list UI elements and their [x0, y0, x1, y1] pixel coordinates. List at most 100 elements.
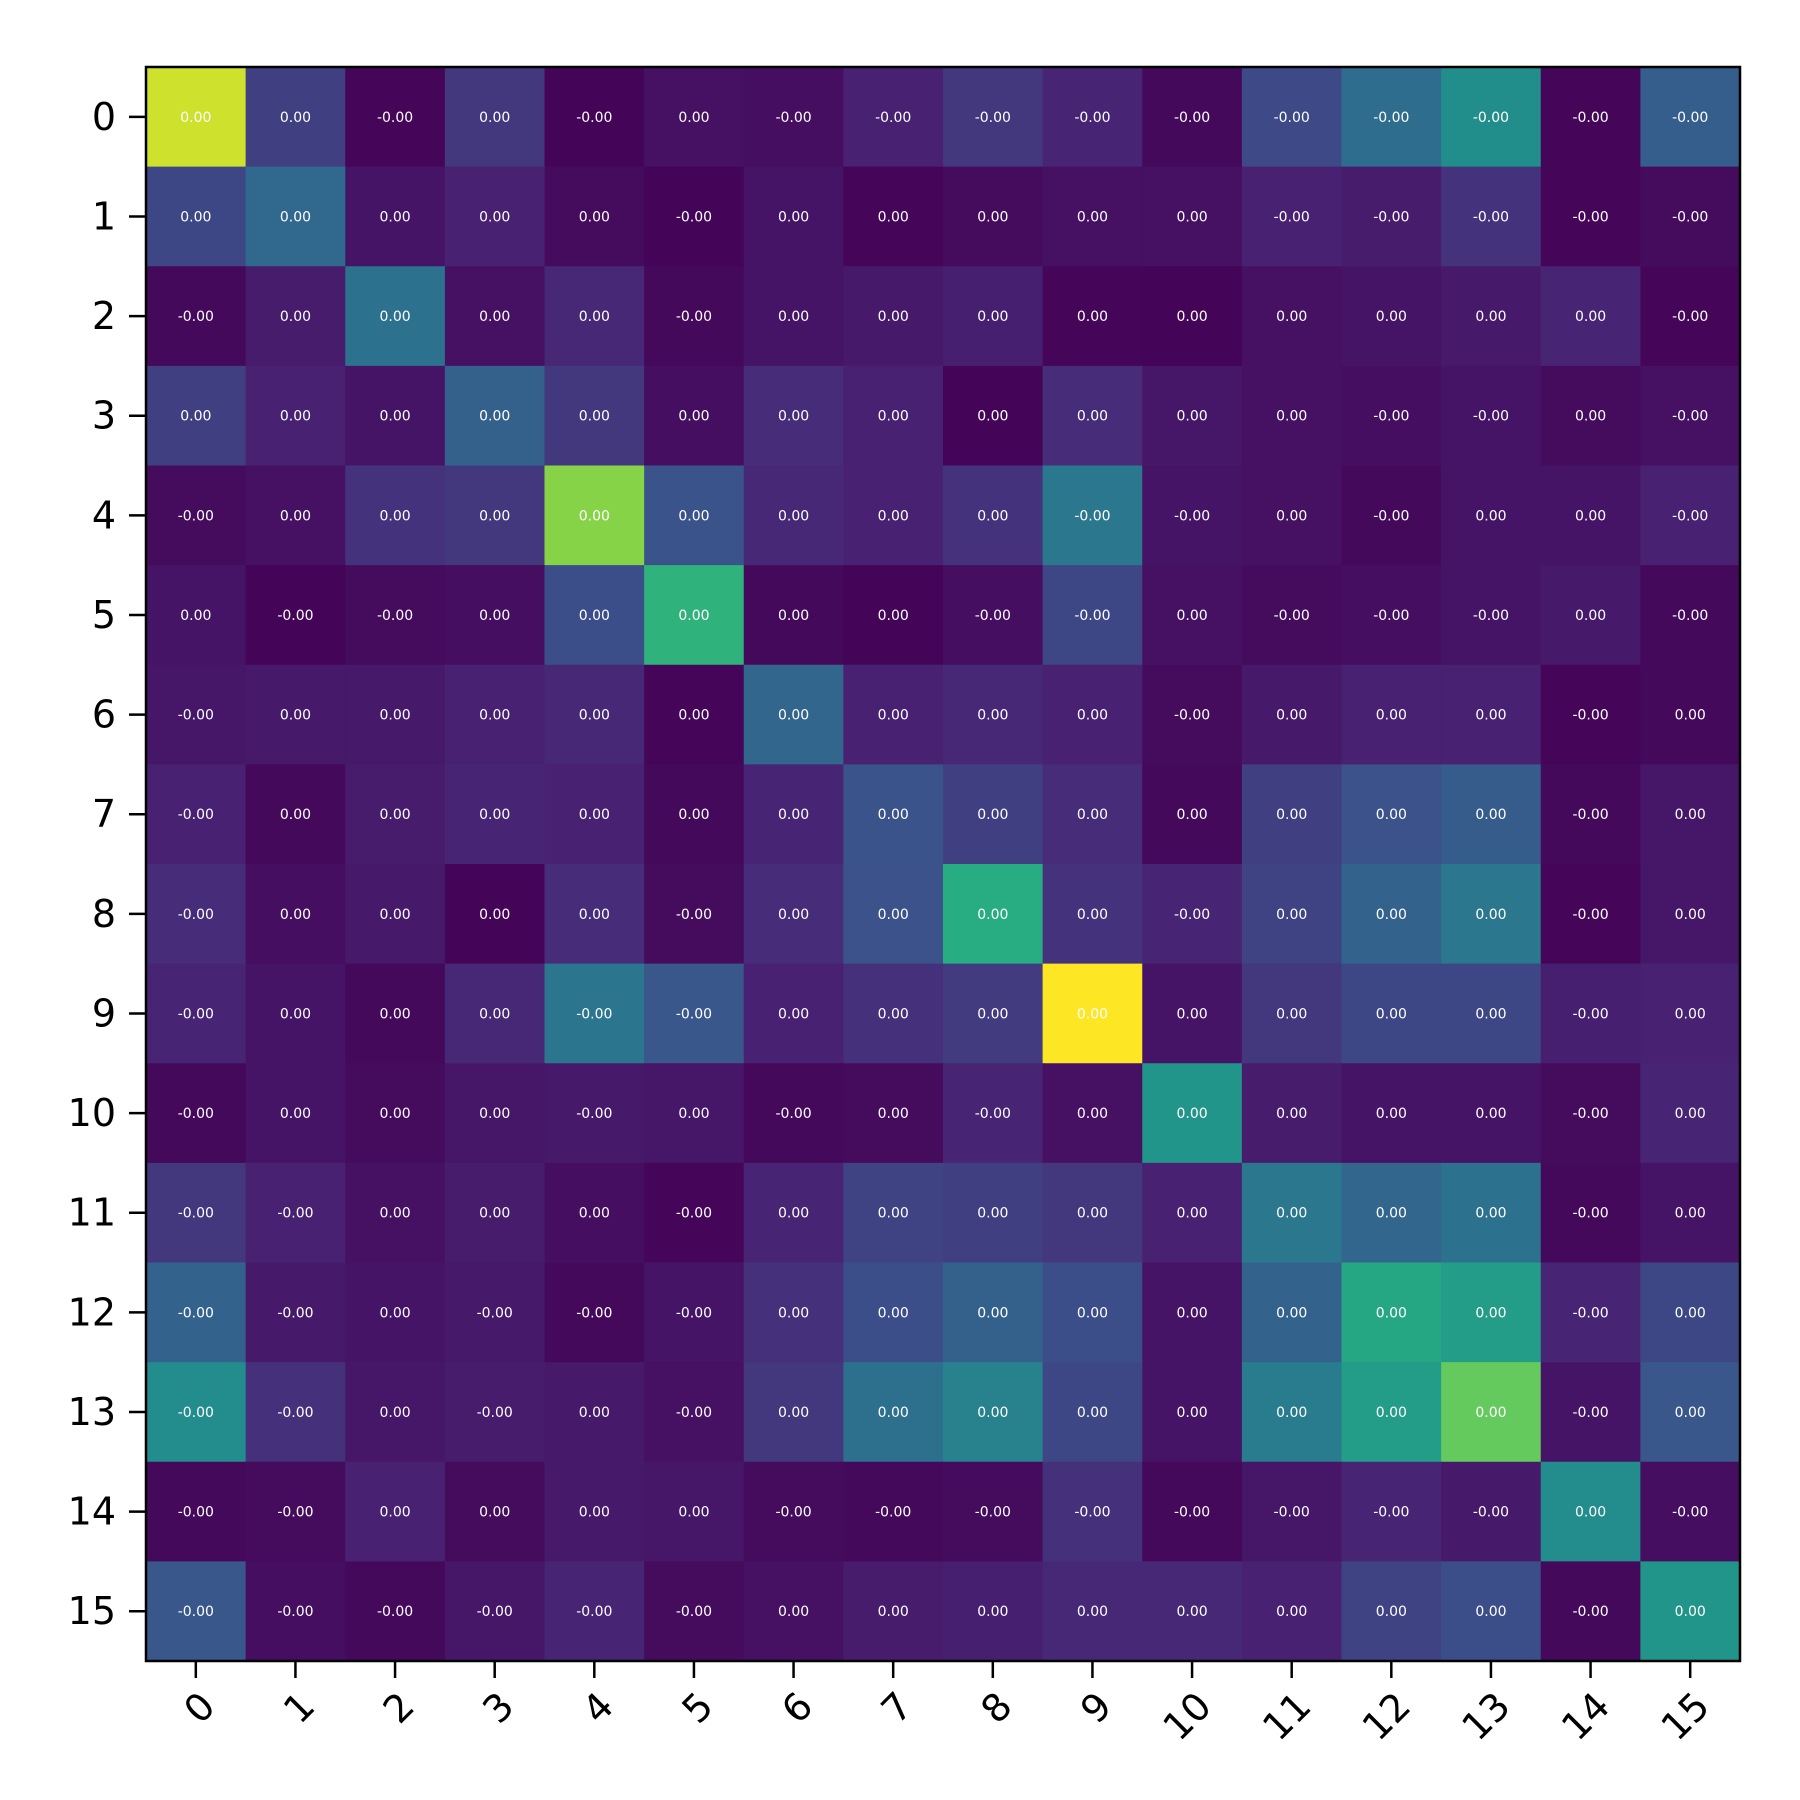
heatmap-cell-r13-c6 — [743, 1362, 844, 1463]
heatmap-cell-r14-c6 — [743, 1461, 844, 1562]
cell-label-r8-c14: -0.00 — [1572, 907, 1608, 923]
heatmap-cell-r4-c12 — [1341, 465, 1442, 566]
heatmap-cell-r0-c4 — [544, 67, 645, 168]
heatmap-cell-r5-c1 — [245, 565, 346, 666]
x-tick-label-11: 11 — [1254, 1684, 1319, 1749]
heatmap-cell-r3-c4 — [544, 365, 645, 467]
cell-label-r15-c6: 0.00 — [778, 1604, 809, 1620]
heatmap-cell-r5-c4 — [544, 565, 645, 666]
cell-label-r5-c11: -0.00 — [1274, 608, 1310, 624]
cell-label-r12-c4: -0.00 — [576, 1305, 612, 1321]
cell-label-r5-c12: -0.00 — [1373, 608, 1409, 624]
heatmap-cell-r1-c6 — [743, 166, 844, 267]
cell-label-r10-c10: 0.00 — [1176, 1106, 1207, 1122]
cell-label-r7-c1: 0.00 — [280, 807, 311, 823]
cell-label-r4-c1: 0.00 — [280, 508, 311, 524]
cell-label-r7-c3: 0.00 — [479, 807, 510, 823]
cell-label-r10-c12: 0.00 — [1376, 1106, 1407, 1122]
cell-label-r10-c9: 0.00 — [1077, 1106, 1108, 1122]
cell-label-r7-c11: 0.00 — [1276, 807, 1307, 823]
cell-label-r6-c7: 0.00 — [878, 708, 909, 724]
heatmap-cell-r11-c8 — [943, 1162, 1044, 1264]
cell-label-r1-c3: 0.00 — [479, 209, 510, 225]
cell-label-r15-c12: 0.00 — [1376, 1604, 1407, 1620]
cell-label-r7-c10: 0.00 — [1176, 807, 1207, 823]
heatmap-cell-r13-c2 — [345, 1362, 446, 1463]
heatmap-cell-r8-c8 — [943, 864, 1044, 965]
x-tick-label-15: 15 — [1653, 1684, 1718, 1749]
heatmap-cell-r3-c14 — [1540, 365, 1641, 467]
heatmap-cell-r10-c10 — [1142, 1063, 1243, 1164]
cell-label-r13-c13: 0.00 — [1475, 1405, 1506, 1421]
cell-label-r7-c13: 0.00 — [1475, 807, 1506, 823]
heatmap-cell-r10-c8 — [943, 1063, 1044, 1164]
heatmap-cell-r8-c0 — [146, 864, 247, 965]
heatmap-cell-r8-c15 — [1640, 864, 1741, 965]
heatmap-cell-r1-c14 — [1540, 166, 1641, 267]
cell-label-r11-c11: 0.00 — [1276, 1206, 1307, 1222]
cell-label-r3-c15: -0.00 — [1672, 409, 1708, 425]
heatmap-cell-r1-c8 — [943, 166, 1044, 267]
heatmap-cell-r5-c14 — [1540, 565, 1641, 666]
cell-label-r6-c15: 0.00 — [1675, 708, 1706, 724]
cell-label-r4-c7: 0.00 — [878, 508, 909, 524]
heatmap-cell-r14-c0 — [146, 1461, 247, 1562]
heatmap-cell-r14-c12 — [1341, 1461, 1442, 1562]
heatmap-cell-r5-c12 — [1341, 565, 1442, 666]
cell-label-r1-c15: -0.00 — [1672, 209, 1708, 225]
heatmap-cell-r12-c10 — [1142, 1262, 1243, 1363]
cell-label-r9-c0: -0.00 — [178, 1006, 214, 1022]
heatmap-cell-r4-c13 — [1441, 465, 1542, 566]
heatmap-cell-r11-c0 — [146, 1162, 247, 1264]
heatmap-cell-r9-c14 — [1540, 963, 1641, 1064]
heatmap-cell-r8-c12 — [1341, 864, 1442, 965]
heatmap-cell-r13-c14 — [1540, 1362, 1641, 1463]
heatmap-cell-r5-c5 — [644, 565, 745, 666]
heatmap-cell-r7-c1 — [245, 764, 346, 865]
heatmap-cell-r12-c3 — [444, 1262, 546, 1363]
heatmap-cell-r9-c11 — [1241, 963, 1343, 1064]
heatmap-cell-r1-c13 — [1441, 166, 1542, 267]
cell-label-r14-c7: -0.00 — [875, 1505, 911, 1521]
heatmap-cell-r15-c12 — [1341, 1561, 1442, 1662]
heatmap-cell-r1-c9 — [1042, 166, 1143, 267]
heatmap-cell-r14-c5 — [644, 1461, 745, 1562]
y-tick-label-7: 7 — [92, 792, 116, 836]
y-tick-label-12: 12 — [68, 1290, 116, 1334]
heatmap-cell-r3-c12 — [1341, 365, 1442, 467]
heatmap-cell-r2-c1 — [245, 266, 346, 367]
heatmap-cell-r7-c10 — [1142, 764, 1243, 865]
cell-label-r9-c1: 0.00 — [280, 1006, 311, 1022]
cell-label-r2-c8: 0.00 — [977, 309, 1008, 325]
cell-label-r15-c2: -0.00 — [377, 1604, 413, 1620]
heatmap-cell-r14-c10 — [1142, 1461, 1243, 1562]
heatmap-cell-r10-c11 — [1241, 1063, 1343, 1164]
heatmap-cell-r0-c12 — [1341, 67, 1442, 168]
cell-label-r13-c8: 0.00 — [977, 1405, 1008, 1421]
heatmap-cell-r6-c4 — [544, 664, 645, 765]
cell-label-r5-c1: -0.00 — [277, 608, 313, 624]
heatmap-cell-r3-c1 — [245, 365, 346, 467]
heatmap-cell-r2-c2 — [345, 266, 446, 367]
cell-label-r2-c12: 0.00 — [1376, 309, 1407, 325]
y-tick-label-10: 10 — [68, 1091, 116, 1135]
heatmap-cell-r4-c3 — [444, 465, 546, 566]
heatmap-cell-r3-c13 — [1441, 365, 1542, 467]
cell-label-r5-c7: 0.00 — [878, 608, 909, 624]
heatmap-cell-r12-c4 — [544, 1262, 645, 1363]
y-tick-label-0: 0 — [92, 95, 116, 139]
cell-label-r9-c2: 0.00 — [379, 1006, 410, 1022]
heatmap-cell-r14-c11 — [1241, 1461, 1343, 1562]
x-tick-label-2: 2 — [375, 1684, 423, 1732]
heatmap-cell-r15-c4 — [544, 1561, 645, 1662]
x-tick-label-3: 3 — [474, 1684, 522, 1732]
cell-label-r11-c7: 0.00 — [878, 1206, 909, 1222]
heatmap-cell-r11-c6 — [743, 1162, 844, 1264]
heatmap-cell-r12-c0 — [146, 1262, 247, 1363]
heatmap-cell-r13-c8 — [943, 1362, 1044, 1463]
heatmap-cell-r9-c3 — [444, 963, 546, 1064]
cell-label-r13-c14: -0.00 — [1572, 1405, 1608, 1421]
cell-label-r8-c8: 0.00 — [977, 907, 1008, 923]
cell-label-r8-c3: 0.00 — [479, 907, 510, 923]
cell-label-r11-c0: -0.00 — [178, 1206, 214, 1222]
